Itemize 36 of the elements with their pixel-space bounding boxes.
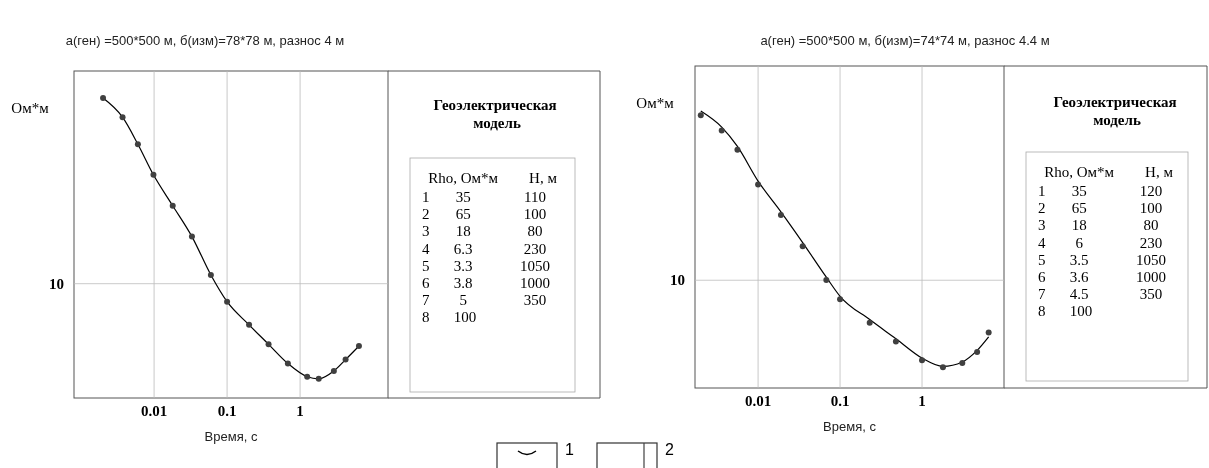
chart-title: а(ген) =500*500 м, б(изм)=78*78 м, разнос 4 м [65, 33, 345, 48]
x-tick-label: 0.1 [217, 403, 237, 419]
y-axis-title: Ом*м [636, 95, 675, 111]
text: Геоэлектрическая модель [1053, 94, 1181, 128]
text: Rho, Ом*м H, м [428, 170, 557, 186]
x-tick-label: 0.01 [140, 403, 168, 419]
text: 10 [670, 272, 685, 289]
text: Rho, Ом*м H, м [1044, 164, 1173, 180]
text: 3 18 80 [422, 223, 543, 240]
text: 6 3.6 1000 [1038, 269, 1166, 285]
x-tick-label: 0.01 [744, 393, 772, 409]
text: 8 100 [1038, 303, 1093, 320]
x-tick-label: 1 [918, 393, 926, 409]
text: 5 3.5 1050 [1038, 251, 1166, 268]
text: 8 100 [422, 309, 477, 326]
text: 4 6 230 [1038, 234, 1163, 251]
x-axis-title: Время, с [823, 419, 877, 434]
text: 2 65 100 [422, 206, 547, 223]
y-axis-title: Ом*м [11, 100, 50, 116]
text: 1 35 110 [422, 189, 546, 205]
x-tick-label: 0.1 [830, 393, 850, 409]
text: 2 65 100 [1038, 200, 1163, 217]
legend-label: 1 [565, 441, 574, 458]
text: 6 3.8 1000 [422, 275, 550, 291]
text: 7 5 350 [422, 292, 547, 309]
chart-title: а(ген) =500*500 м, б(изм)=74*74 м, разнос 4.4 м [760, 33, 1050, 48]
x-tick-label: 1 [296, 403, 304, 419]
legend-label: 2 [665, 441, 674, 458]
text: 1 35 120 [1038, 183, 1163, 199]
text: 4 6.3 230 [422, 240, 547, 257]
text: 3 18 80 [1038, 217, 1159, 234]
text: Геоэлектрическая модель [433, 97, 561, 131]
x-axis-title: Время, с [204, 429, 258, 444]
text: 7 4.5 350 [1038, 286, 1163, 303]
text: 5 3.3 1050 [422, 257, 550, 274]
text: 10 [49, 275, 64, 292]
